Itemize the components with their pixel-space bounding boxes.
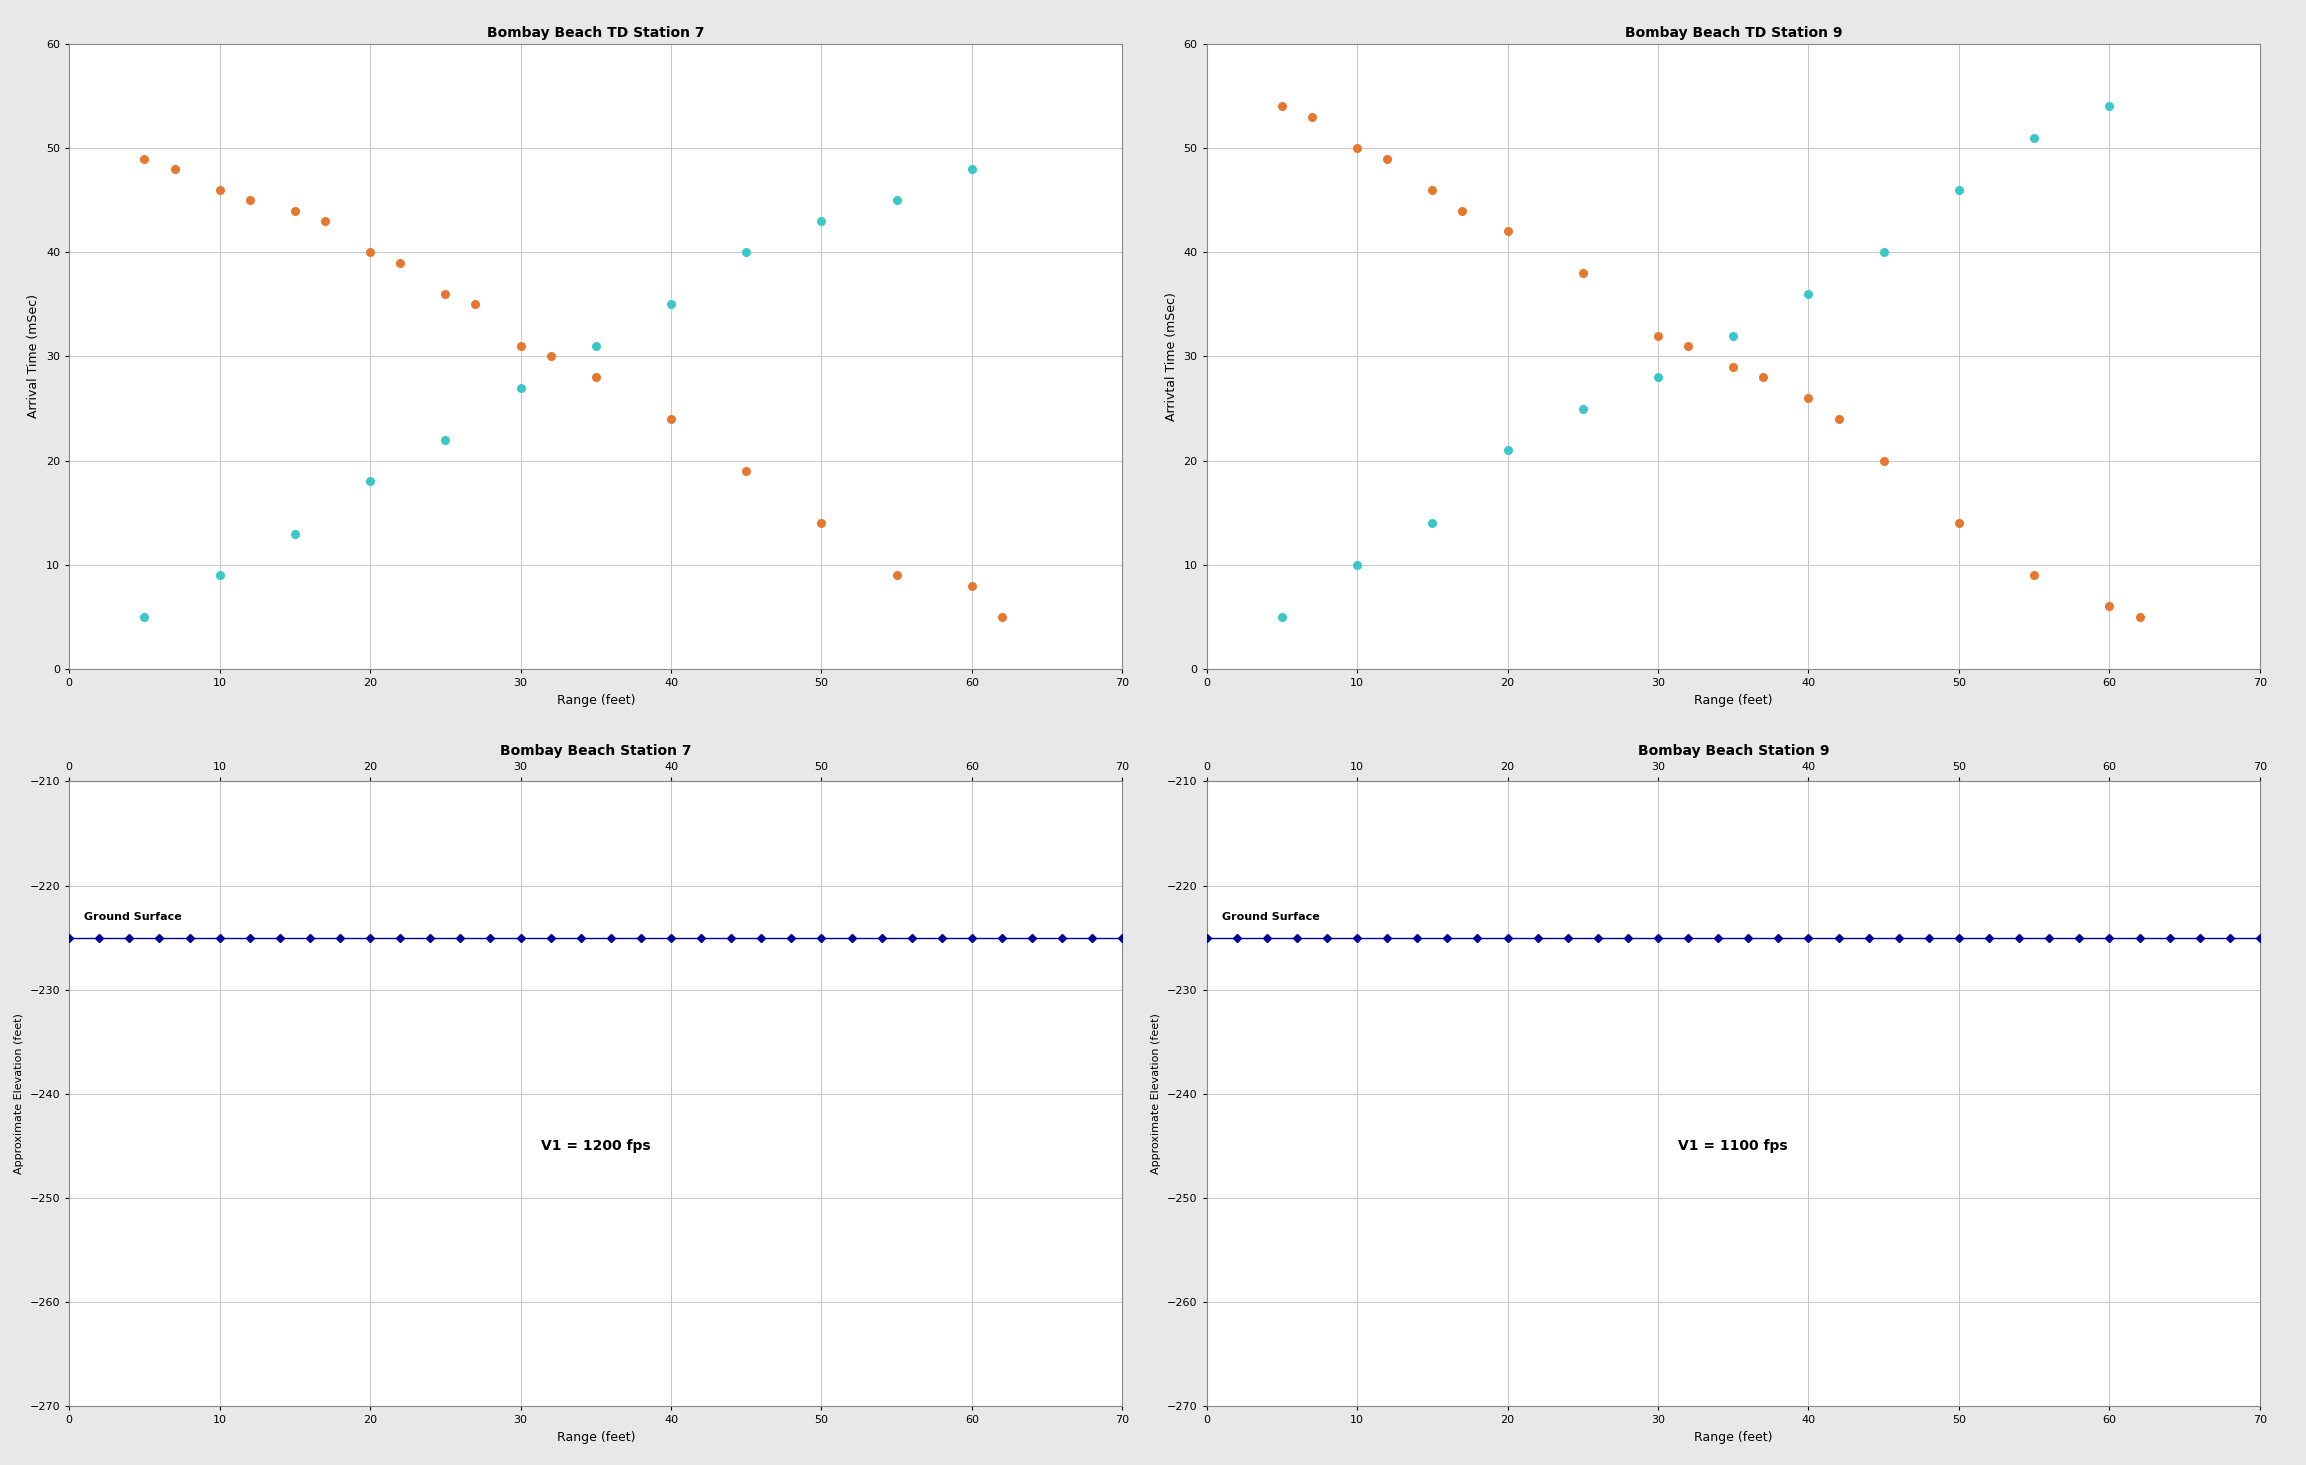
Point [351,470,387,494]
Point [1942,179,1979,202]
Title: Bombay Beach TD Station 7: Bombay Beach TD Station 7 [487,26,706,40]
Point [653,407,689,431]
X-axis label: Range (feet): Range (feet) [1695,693,1773,706]
Point [383,251,420,274]
Point [533,344,570,368]
Point [1563,261,1600,284]
Point [231,189,267,212]
X-axis label: Range (feet): Range (feet) [556,1431,634,1444]
Point [1866,448,1902,472]
Title: Bombay Beach Station 7: Bombay Beach Station 7 [500,744,692,759]
Point [503,334,540,357]
Point [2092,595,2128,618]
Point [1866,240,1902,264]
Point [802,209,839,233]
Point [1563,397,1600,420]
Point [127,146,164,170]
Title: Bombay Beach TD Station 9: Bombay Beach TD Station 9 [1623,26,1842,40]
Point [1789,283,1826,306]
Point [1746,366,1783,390]
Title: Bombay Beach Station 9: Bombay Beach Station 9 [1637,744,1829,759]
Point [1264,95,1301,119]
Point [1640,366,1676,390]
Point [1640,324,1676,347]
Point [427,428,464,451]
Point [952,157,989,180]
Y-axis label: Arrival Time (mSec): Arrival Time (mSec) [28,294,42,419]
Point [351,240,387,264]
Point [503,377,540,400]
Point [1716,324,1753,347]
Point [1490,220,1527,243]
Point [277,522,314,545]
Text: V1 = 1100 fps: V1 = 1100 fps [1679,1138,1787,1153]
Point [2092,95,2128,119]
Point [1789,387,1826,410]
Point [1370,146,1407,170]
Point [576,334,613,357]
Point [985,605,1022,628]
Point [729,460,766,483]
Point [201,564,238,587]
Point [127,605,164,628]
Point [1716,355,1753,378]
Point [2015,126,2052,149]
Point [1414,511,1450,535]
Point [1294,105,1331,129]
Point [1444,199,1480,223]
Point [1819,407,1856,431]
Text: V1 = 1200 fps: V1 = 1200 fps [542,1138,650,1153]
Point [2122,605,2158,628]
Point [576,366,613,390]
Point [1942,511,1979,535]
Point [729,240,766,264]
Point [879,189,915,212]
Point [157,157,194,180]
Y-axis label: Arrivtal Time (mSec): Arrivtal Time (mSec) [1165,292,1178,420]
Y-axis label: Approximate Elevation (feet): Approximate Elevation (feet) [14,1014,23,1175]
Point [307,209,344,233]
Point [1414,179,1450,202]
Text: Ground Surface: Ground Surface [85,913,182,921]
Point [1264,605,1301,628]
Text: Ground Surface: Ground Surface [1222,913,1319,921]
X-axis label: Range (feet): Range (feet) [556,693,634,706]
Point [1670,334,1706,357]
Point [1340,136,1377,160]
Point [879,564,915,587]
Point [1340,554,1377,577]
Y-axis label: Approximate Elevation (feet): Approximate Elevation (feet) [1151,1014,1162,1175]
Point [802,511,839,535]
Point [457,293,493,316]
Point [2015,564,2052,587]
Point [952,574,989,598]
Point [1490,438,1527,461]
Point [201,179,238,202]
Point [277,199,314,223]
X-axis label: Range (feet): Range (feet) [1695,1431,1773,1444]
Point [427,283,464,306]
Point [653,293,689,316]
